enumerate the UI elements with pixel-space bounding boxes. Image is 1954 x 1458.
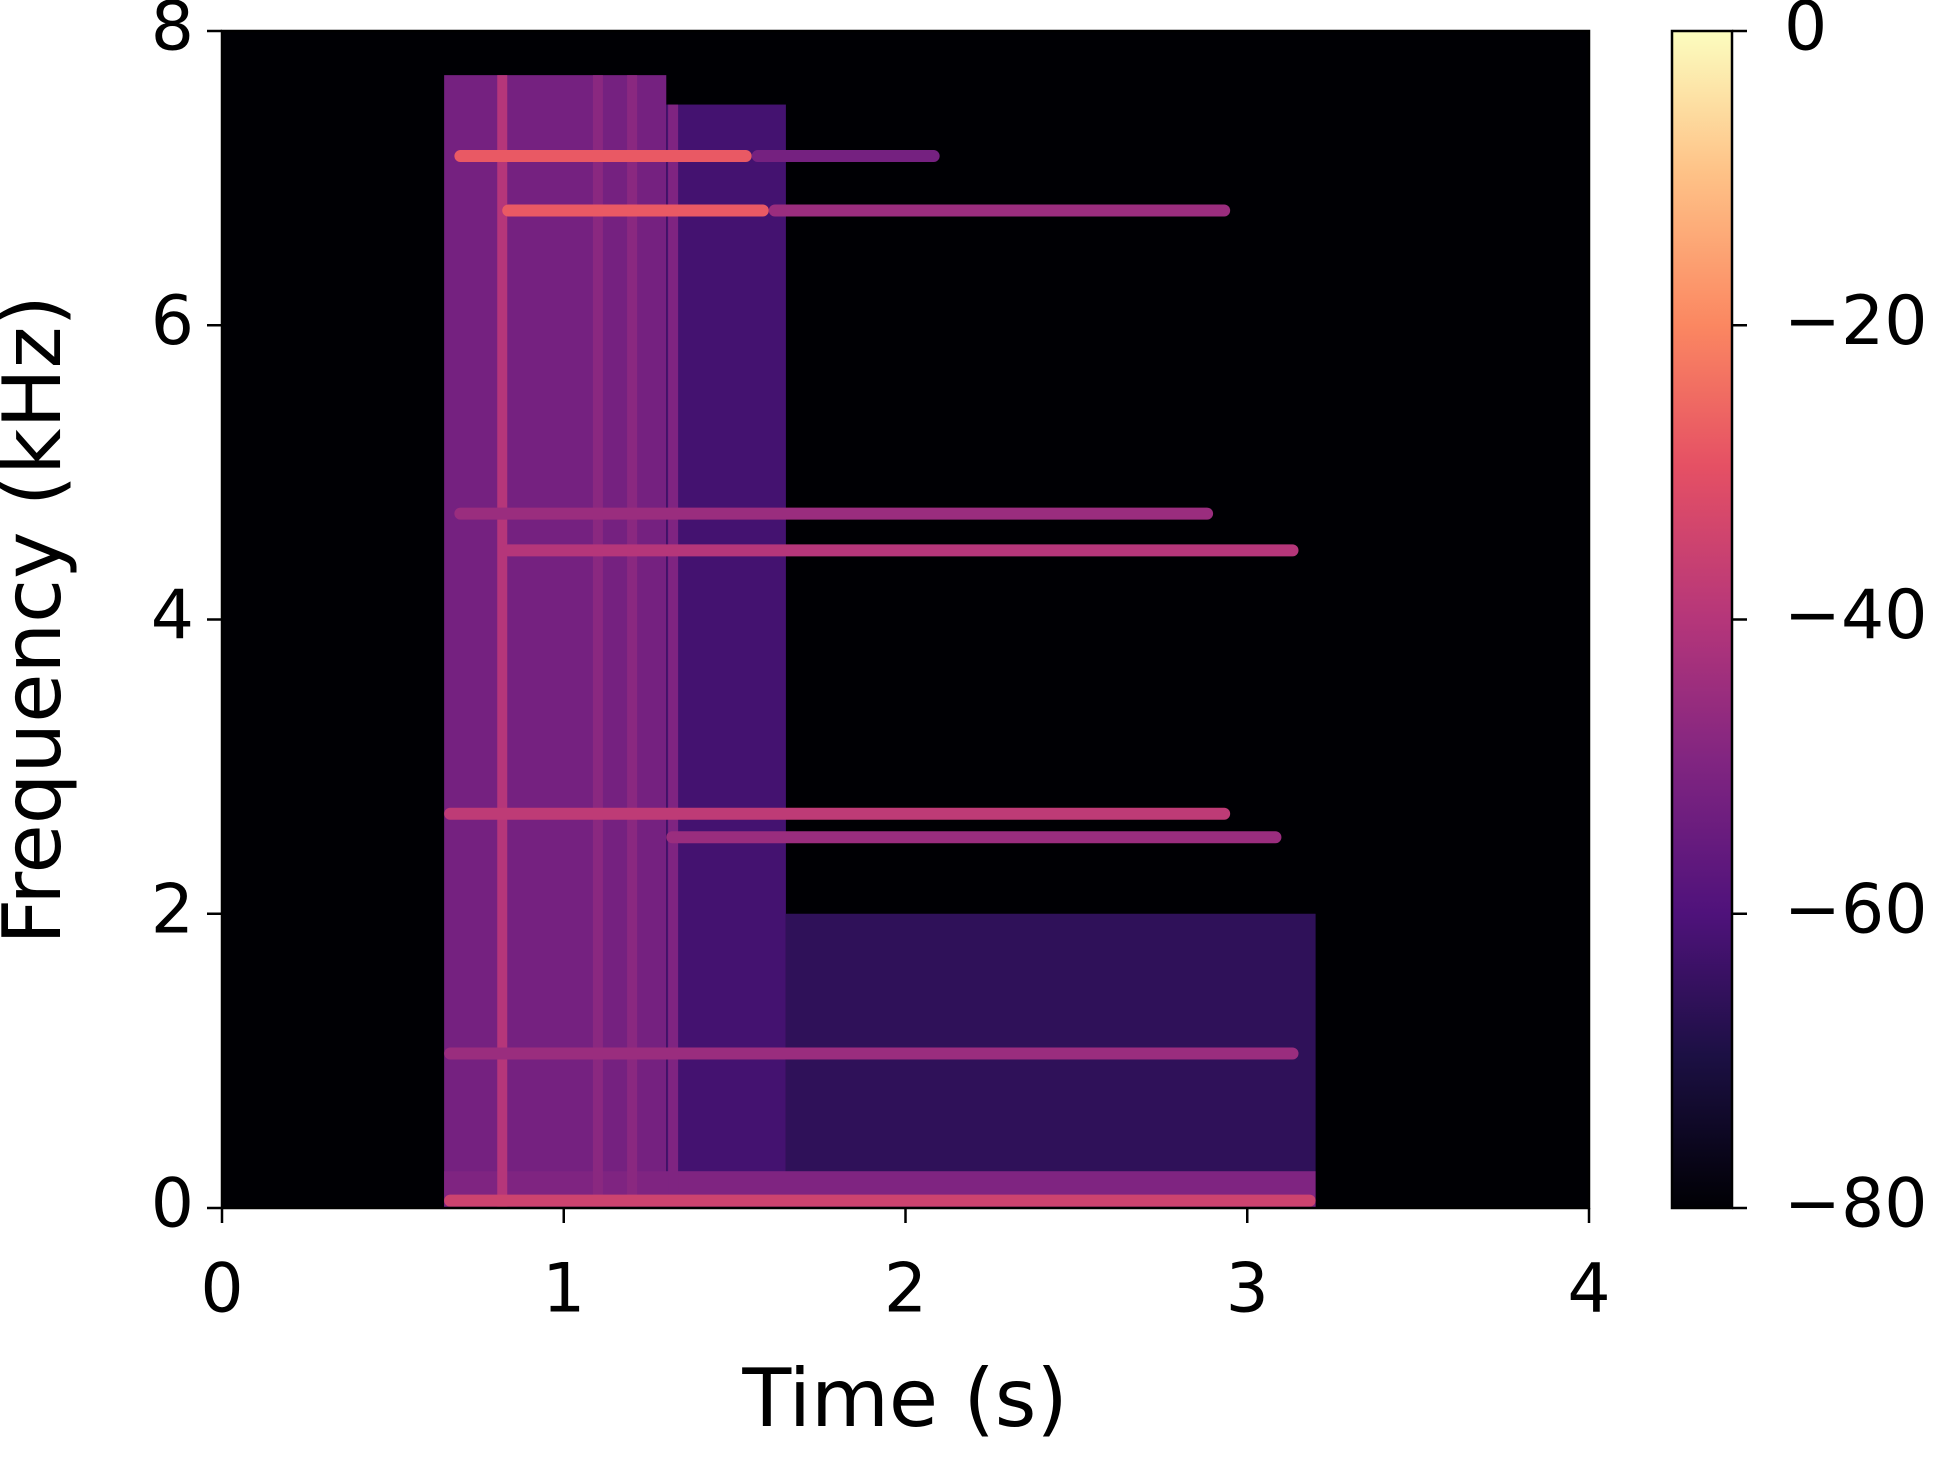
y-axis-label: Frequency (kHz) — [0, 295, 79, 945]
y-tick-label: 4 — [151, 576, 194, 655]
broadband-click — [497, 75, 508, 1208]
x-tick-label: 3 — [1226, 1250, 1269, 1329]
noise-region — [666, 104, 786, 1208]
x-tick-label: 0 — [200, 1250, 243, 1329]
noise-region — [785, 913, 1316, 1208]
colorbar-tick-label: −20 — [1784, 282, 1928, 361]
broadband-click — [627, 75, 638, 1208]
tone — [502, 204, 769, 217]
colorbar — [1670, 29, 1734, 1210]
tone — [454, 150, 752, 163]
colorbar-tick-label: −80 — [1784, 1165, 1928, 1244]
y-tick-label: 6 — [151, 282, 194, 361]
tone — [768, 204, 1231, 217]
tone — [502, 544, 1299, 557]
broadband-click — [668, 104, 679, 1208]
x-tick-label: 1 — [542, 1250, 585, 1329]
x-tick-label: 2 — [884, 1250, 927, 1329]
tone — [444, 807, 1231, 820]
colorbar-tick-label: 0 — [1784, 0, 1827, 67]
broadband-click — [592, 75, 603, 1208]
tone — [751, 150, 940, 163]
tone — [444, 1194, 1316, 1207]
y-tick-label: 8 — [151, 0, 194, 67]
tone — [454, 507, 1214, 520]
x-tick-label: 4 — [1567, 1250, 1610, 1329]
y-tick-label: 0 — [151, 1165, 194, 1244]
colorbar-tick-label: −40 — [1784, 576, 1928, 655]
x-axis-label: Time (s) — [741, 1352, 1067, 1445]
tone — [444, 1047, 1299, 1060]
colorbar-tick-label: −60 — [1784, 870, 1928, 949]
y-tick-label: 2 — [151, 870, 194, 949]
tone — [666, 831, 1282, 844]
plot-area — [444, 75, 1316, 1208]
